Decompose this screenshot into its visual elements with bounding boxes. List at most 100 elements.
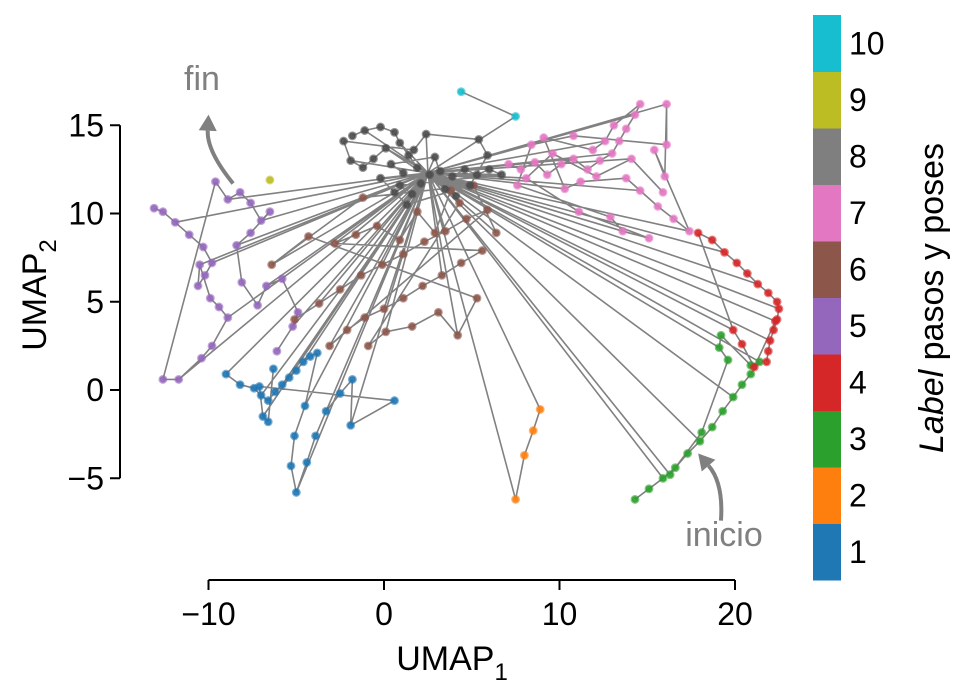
data-point	[211, 177, 220, 187]
colorbar-swatch	[813, 523, 841, 581]
data-point	[765, 336, 775, 346]
data-point	[335, 284, 345, 294]
data-point	[412, 163, 422, 173]
y-tick-label: −5	[68, 460, 104, 496]
x-tick-label: 10	[542, 596, 578, 632]
data-point	[421, 129, 431, 139]
data-point	[723, 355, 733, 365]
data-point	[684, 226, 694, 236]
data-point	[232, 240, 242, 250]
data-point	[267, 260, 277, 270]
data-point	[770, 316, 780, 326]
series-2	[511, 404, 545, 504]
inicio-arrow	[707, 464, 724, 521]
data-point	[519, 450, 529, 460]
data-point	[291, 487, 301, 497]
data-point	[749, 362, 759, 372]
data-point	[491, 228, 501, 238]
y-axis-label: UMAP2	[16, 239, 62, 351]
annotations: fin inicio	[184, 60, 763, 554]
data-point	[437, 270, 447, 280]
data-point	[402, 200, 412, 210]
data-point	[430, 228, 440, 238]
data-point	[569, 154, 578, 164]
data-point	[398, 168, 408, 178]
data-point	[390, 127, 399, 137]
x-tick-label: −10	[181, 596, 235, 632]
y-tick-label: 5	[86, 284, 104, 320]
data-point	[339, 136, 349, 146]
data-point	[456, 87, 466, 97]
colorbar-swatch	[813, 354, 841, 411]
x-axis-label-subscript: 1	[494, 659, 507, 686]
data-point	[253, 300, 263, 310]
data-point	[618, 226, 628, 236]
data-point	[653, 201, 663, 211]
colorbar-swatch	[813, 410, 841, 468]
data-point	[207, 341, 217, 351]
data-point	[416, 179, 426, 188]
data-point	[407, 189, 417, 199]
data-point	[425, 170, 435, 180]
data-point	[386, 159, 396, 169]
data-point	[381, 327, 391, 337]
data-point	[737, 380, 747, 390]
data-point	[658, 473, 668, 483]
data-point	[576, 177, 586, 187]
data-point	[614, 136, 624, 146]
colorbar-tick-label: 10	[849, 25, 885, 61]
data-point	[305, 352, 315, 361]
data-point	[300, 401, 310, 411]
data-point	[588, 145, 598, 155]
data-point	[195, 260, 205, 270]
series-9	[265, 175, 275, 185]
data-point	[286, 461, 296, 471]
inicio-label: inicio	[685, 516, 762, 554]
data-point	[763, 346, 773, 356]
data-point	[409, 145, 419, 155]
y-tick-label: 10	[68, 196, 104, 232]
data-point	[311, 431, 321, 441]
data-point	[720, 247, 729, 257]
fin-arrow-head	[198, 114, 217, 132]
data-point	[347, 374, 357, 384]
y-axis: 15 10 5 0 −5 UMAP2	[16, 107, 121, 496]
data-point	[430, 152, 440, 162]
colorbar-label-italic: Label	[913, 368, 951, 453]
data-point	[291, 366, 301, 376]
data-point	[246, 198, 256, 208]
data-point	[526, 140, 536, 150]
y-tick-label: 15	[68, 107, 104, 143]
data-point	[714, 343, 724, 353]
data-point	[407, 322, 417, 331]
data-point	[360, 313, 370, 323]
data-point	[621, 124, 631, 134]
data-point	[158, 374, 168, 384]
trajectory-path	[153, 90, 780, 501]
data-point	[390, 187, 399, 197]
data-point	[277, 274, 287, 284]
fin-arrow	[205, 130, 235, 185]
data-point	[395, 235, 405, 245]
data-point	[440, 226, 450, 236]
colorbar-tick-label: 9	[849, 82, 867, 118]
data-point	[184, 230, 194, 240]
data-point	[516, 164, 526, 174]
data-point	[346, 156, 356, 166]
colorbar-tick-label: 1	[849, 534, 867, 570]
data-point	[312, 348, 322, 358]
data-point	[728, 325, 738, 335]
series-7	[504, 99, 694, 243]
data-point	[707, 235, 717, 245]
data-point	[440, 184, 450, 194]
data-point	[670, 463, 680, 473]
data-point	[381, 143, 391, 153]
data-point	[662, 99, 672, 109]
fin-label: fin	[184, 60, 220, 98]
data-point	[697, 427, 707, 437]
data-point	[774, 304, 784, 314]
data-point	[254, 382, 264, 391]
data-point	[290, 314, 299, 324]
data-point	[398, 293, 408, 303]
data-point	[265, 175, 275, 185]
